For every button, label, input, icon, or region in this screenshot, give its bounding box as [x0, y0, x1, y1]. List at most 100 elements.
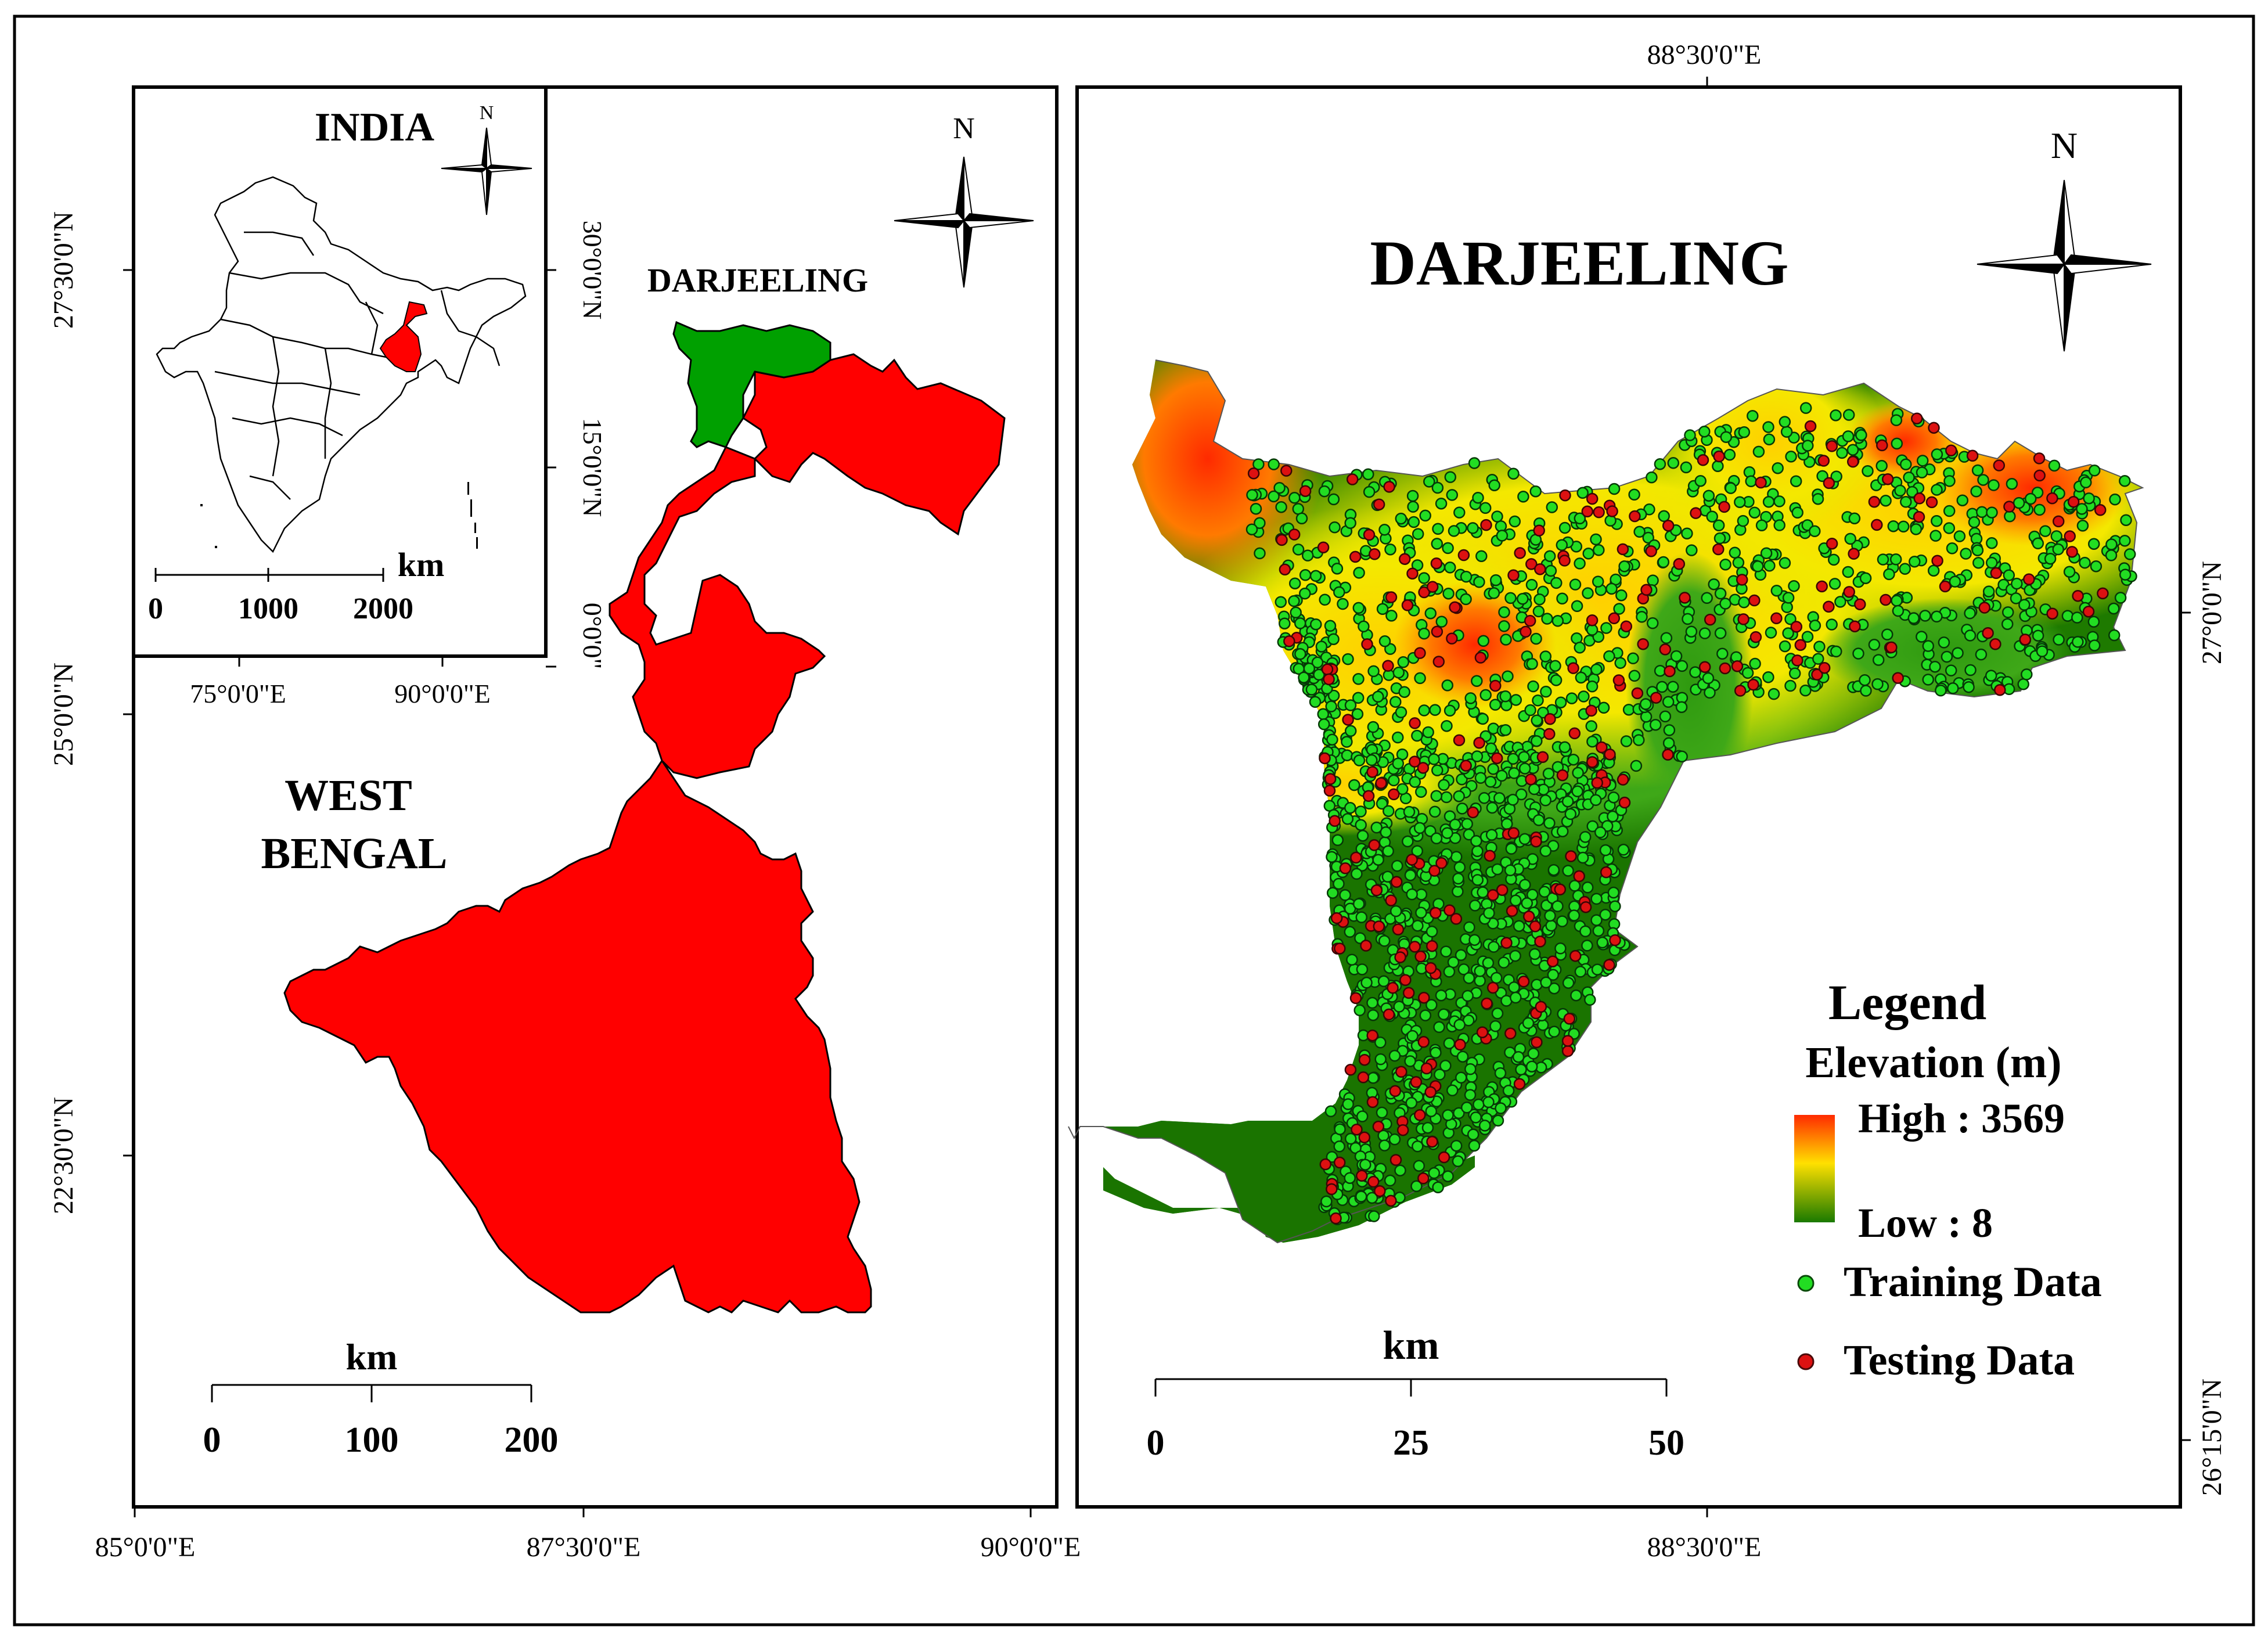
- training-point: [1527, 1048, 1540, 1060]
- training-point: [1628, 670, 1641, 682]
- training-point: [1290, 606, 1302, 619]
- training-point: [1738, 596, 1750, 609]
- testing-point: [1520, 625, 1532, 638]
- testing-point: [1323, 673, 1335, 686]
- training-point: [2052, 543, 2064, 556]
- training-point: [1779, 557, 1791, 569]
- testing-point: [2033, 469, 2046, 482]
- training-point: [1351, 868, 1363, 880]
- training-point: [1646, 471, 1658, 484]
- training-point: [1441, 719, 1453, 732]
- training-point: [1617, 844, 1630, 856]
- training-point: [1676, 750, 1688, 763]
- training-point: [1719, 598, 1731, 610]
- training-point: [1376, 1106, 1388, 1119]
- testing-point: [1697, 454, 1709, 466]
- testing-point: [1565, 850, 1577, 862]
- testing-point: [1361, 638, 1373, 650]
- training-point: [1607, 791, 1620, 804]
- training-point: [1813, 640, 1826, 653]
- training-point: [1477, 712, 1489, 725]
- training-point: [1394, 1164, 1406, 1176]
- training-point: [2061, 610, 2074, 622]
- training-point: [1581, 881, 1594, 894]
- training-point: [1333, 1140, 1345, 1153]
- training-point: [1565, 692, 1578, 704]
- testing-point: [1476, 1026, 1489, 1038]
- testing-point: [2046, 607, 2058, 620]
- training-point: [1541, 613, 1553, 625]
- training-point: [1507, 753, 1520, 765]
- training-point: [1456, 1050, 1469, 1063]
- testing-point: [1330, 1212, 1342, 1225]
- training-point: [1613, 603, 1625, 615]
- training-point: [1474, 974, 1486, 987]
- training-point: [1450, 851, 1463, 863]
- training-point: [1254, 517, 1266, 529]
- training-point: [1976, 506, 1988, 519]
- training-point: [1891, 595, 1903, 607]
- training-point: [1927, 564, 1940, 577]
- training-point: [1572, 766, 1584, 779]
- testing-point: [1791, 654, 1803, 667]
- training-point: [1526, 658, 1538, 670]
- training-point: [1483, 907, 1495, 919]
- training-point: [2036, 645, 2049, 657]
- training-point: [1521, 897, 1533, 909]
- training-point: [1475, 550, 1488, 562]
- testing-point: [2066, 546, 2078, 558]
- training-point: [2119, 535, 2131, 547]
- training-point: [1784, 613, 1797, 625]
- testing-point: [1530, 835, 1542, 848]
- training-point: [1471, 750, 1484, 762]
- training-point: [1546, 501, 1558, 513]
- legend-training-label: Training Data: [1844, 1258, 2102, 1306]
- legend-low-label: Low : 8: [1858, 1200, 1993, 1246]
- training-point: [1883, 568, 1895, 581]
- training-point: [1561, 795, 1574, 808]
- training-point: [1946, 542, 1959, 555]
- testing-point: [1546, 955, 1559, 967]
- training-point: [1352, 673, 1365, 685]
- training-point: [2087, 616, 2100, 628]
- training-point: [1452, 886, 1464, 898]
- testing-point: [1350, 851, 1362, 864]
- training-point: [1504, 864, 1517, 877]
- left-scale-tick-2: 200: [505, 1420, 559, 1460]
- training-point: [2119, 568, 2132, 581]
- testing-point: [1543, 728, 1556, 740]
- training-point: [1489, 1020, 1502, 1032]
- training-point: [1435, 616, 1448, 628]
- training-point: [1558, 741, 1571, 754]
- training-point: [1515, 1063, 1527, 1076]
- training-point: [1425, 1105, 1438, 1117]
- training-point: [1412, 1140, 1424, 1153]
- testing-point: [1966, 449, 1979, 462]
- testing-point: [1913, 492, 1926, 505]
- testing-point: [1389, 1154, 1402, 1166]
- testing-point: [1374, 1185, 1386, 1197]
- testing-point: [1473, 737, 1485, 749]
- left-lat-label-2: 22°30'0"N: [48, 1097, 79, 1214]
- training-point: [1301, 549, 1314, 562]
- training-point: [1846, 444, 1859, 456]
- training-point: [1422, 726, 1434, 739]
- training-point: [1712, 519, 1725, 532]
- training-point: [1493, 792, 1506, 804]
- testing-point: [1438, 1151, 1450, 1164]
- training-point: [1327, 633, 1340, 645]
- training-point: [1834, 596, 1846, 608]
- training-point: [1782, 592, 1795, 604]
- training-point: [1275, 501, 1287, 513]
- training-point: [1455, 1071, 1467, 1084]
- training-point: [1594, 826, 1607, 839]
- training-point: [1591, 963, 1604, 976]
- training-point: [2123, 548, 2136, 560]
- testing-point: [1629, 510, 1641, 523]
- training-point: [1442, 1109, 1454, 1121]
- testing-point: [1736, 574, 1748, 586]
- training-point: [1473, 1098, 1485, 1111]
- training-point: [1719, 558, 1731, 571]
- training-point: [1432, 523, 1444, 535]
- training-point: [1890, 414, 1903, 426]
